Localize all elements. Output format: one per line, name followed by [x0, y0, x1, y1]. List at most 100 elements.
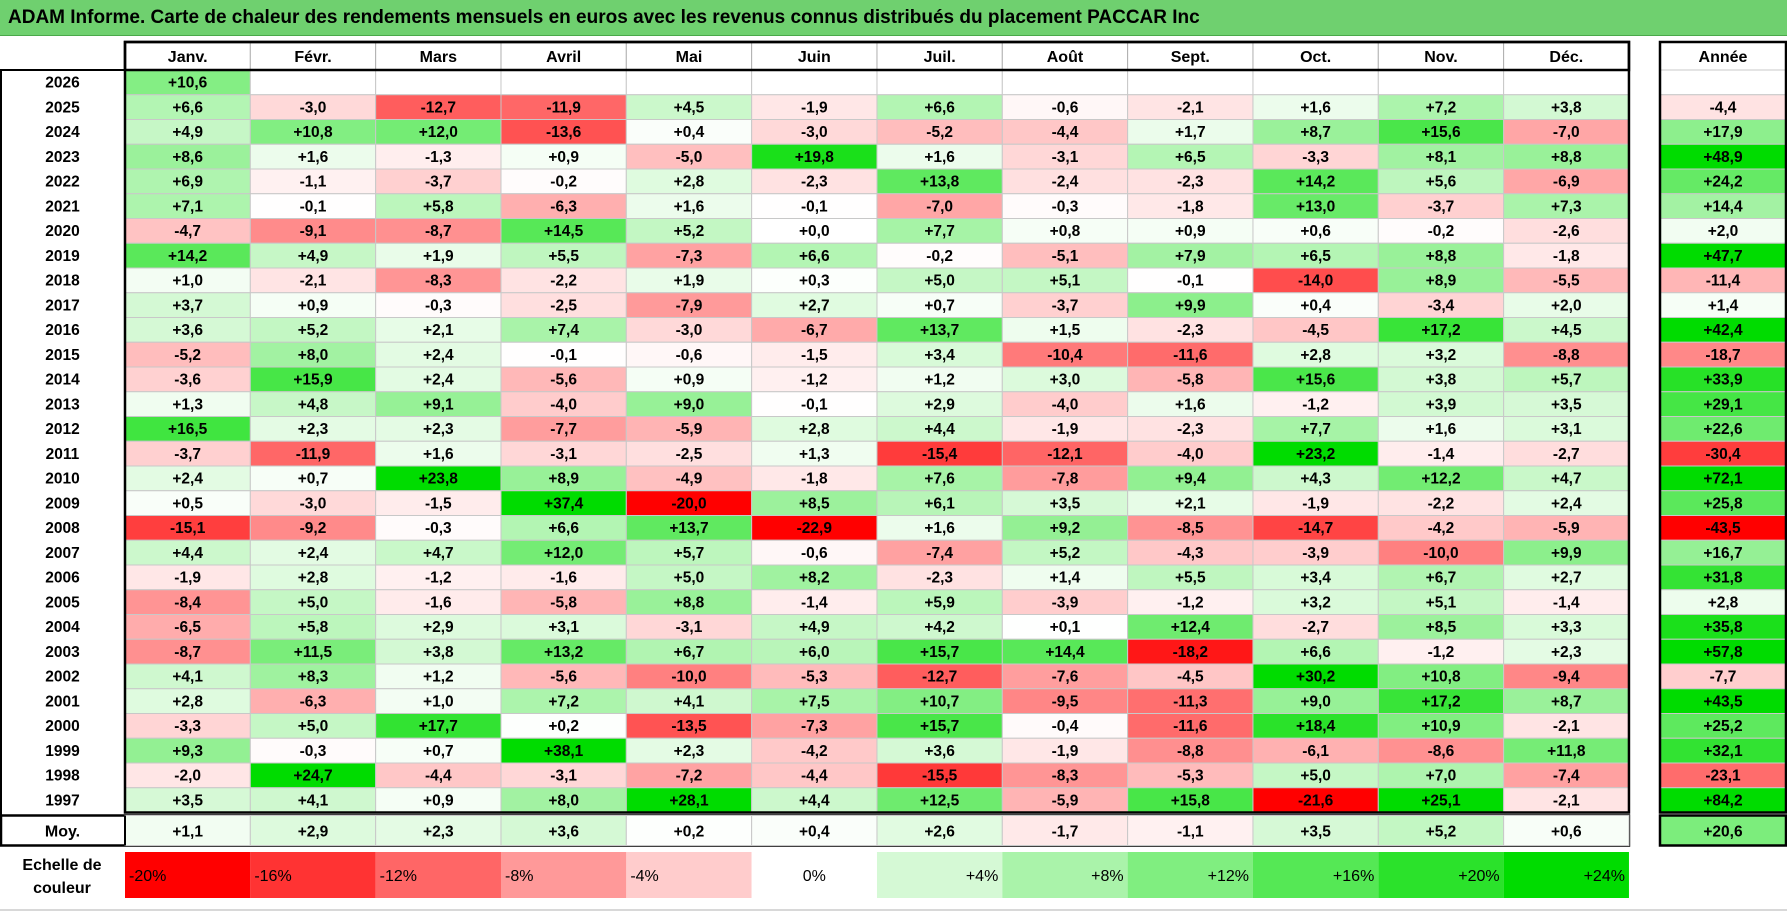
cell-value: +1,9	[674, 273, 705, 290]
cell-value: +3,1	[548, 619, 579, 636]
heatmap-cell	[1503, 589, 1630, 615]
cell-value: +1,0	[172, 273, 203, 290]
cell-value: +10,8	[1421, 669, 1461, 686]
cell-value: -9,5	[1052, 693, 1079, 710]
annual-cell	[1659, 663, 1787, 690]
cell-value: +2,4	[172, 471, 203, 488]
year-label: 2012	[45, 421, 79, 438]
cell-value: +3,8	[1551, 99, 1582, 116]
heatmap-cell	[375, 589, 502, 615]
cell-value: -22,9	[797, 520, 833, 537]
annual-value: +25,8	[1703, 495, 1743, 512]
cell-value: -1,9	[1052, 421, 1079, 438]
cell-value: +7,3	[1551, 198, 1582, 215]
heatmap-cell	[876, 143, 1003, 170]
heatmap-cell	[500, 94, 627, 120]
cell-value: -5,3	[801, 669, 828, 686]
heatmap-cell	[1252, 168, 1379, 195]
cell-value: +5,1	[1050, 273, 1081, 290]
cell-value: -0,6	[801, 545, 828, 562]
cell-value: -0,1	[1177, 273, 1204, 290]
heatmap-cell	[625, 539, 753, 566]
heatmap-cell	[876, 366, 1003, 393]
cell-value: -4,3	[1177, 545, 1204, 562]
cell-value: +1,2	[924, 372, 955, 389]
heatmap-cell	[1377, 218, 1505, 244]
cell-value: -2,3	[1177, 174, 1204, 191]
annual-cell	[1659, 69, 1787, 96]
cell-value: -0,3	[425, 297, 452, 314]
heatmap-cell	[1503, 168, 1630, 195]
heatmap-cell	[1001, 267, 1129, 294]
cell-value: +4,2	[924, 619, 955, 636]
heatmap-cell	[1001, 737, 1129, 764]
cell-value: +1,4	[1050, 570, 1081, 587]
scale-label-line1: Echelle de	[22, 857, 101, 874]
heatmap-cell	[625, 490, 753, 516]
heatmap-cell	[375, 193, 502, 219]
average-cell	[375, 815, 502, 846]
cell-value: -1,2	[801, 372, 828, 389]
annual-value: +24,2	[1703, 174, 1742, 191]
cell-value: +2,7	[1551, 570, 1582, 587]
heatmap-cell	[876, 69, 1003, 96]
cell-value: -0,1	[550, 347, 577, 364]
cell-value: -0,6	[676, 347, 703, 364]
cell-value: +4,5	[674, 99, 705, 116]
year-label: 2018	[45, 273, 80, 290]
cell-value: +6,7	[674, 644, 705, 661]
cell-value: -5,6	[550, 669, 577, 686]
cell-value: +0,8	[1050, 223, 1081, 240]
cell-value: +2,1	[423, 322, 454, 339]
cell-value: -1,2	[425, 570, 452, 587]
heatmap-cell	[249, 168, 377, 195]
heatmap-cell	[124, 341, 251, 368]
cell-value: -4,4	[1052, 124, 1079, 141]
average-cell	[500, 815, 627, 846]
cell-value: +1,6	[1300, 99, 1331, 116]
average-cell	[249, 815, 377, 846]
cell-value: +2,0	[1551, 297, 1582, 314]
heatmap-cell	[1127, 416, 1254, 442]
cell-value: -10,4	[1047, 347, 1083, 364]
annual-value: +29,1	[1703, 396, 1743, 413]
cell-value: +9,2	[1050, 520, 1081, 537]
heatmap-cell	[1252, 737, 1379, 764]
cell-value: -4,5	[1302, 322, 1329, 339]
scale-stop-label: +8%	[1091, 868, 1123, 885]
cell-value: +9,4	[1175, 471, 1206, 488]
cell-value: -12,7	[922, 669, 957, 686]
average-label: Moy.	[45, 824, 80, 841]
year-label: 2013	[45, 396, 80, 413]
cell-value: -3,7	[1052, 297, 1079, 314]
heatmap-cell	[375, 317, 502, 343]
annual-value: +17,9	[1703, 124, 1743, 141]
cell-value: -4,2	[1428, 520, 1455, 537]
heatmap-cell	[375, 341, 502, 368]
cell-value: -2,7	[1302, 619, 1329, 636]
heatmap-cell	[124, 168, 251, 195]
heatmap-cell	[876, 242, 1003, 269]
cell-value: -1,3	[425, 149, 452, 166]
heatmap-cell	[1377, 341, 1505, 368]
month-header: Août	[1047, 49, 1084, 66]
cell-value: -0,1	[801, 396, 828, 413]
cell-value: +7,5	[799, 693, 830, 710]
cell-value: +15,6	[1296, 372, 1336, 389]
heatmap-cell	[1001, 515, 1129, 541]
cell-value: +5,2	[674, 223, 705, 240]
month-header-cell	[1127, 41, 1254, 71]
cell-value: +3,4	[1300, 570, 1331, 587]
cell-value: -5,8	[550, 594, 577, 611]
cell-value: +2,3	[298, 421, 329, 438]
scale-swatch	[250, 852, 376, 898]
heatmap-cell	[1252, 787, 1379, 813]
cell-value: +8,5	[1426, 619, 1457, 636]
year-label: 2014	[45, 372, 80, 389]
heatmap-cell	[124, 317, 251, 343]
heatmap-cell	[625, 94, 753, 120]
year-label: 2026	[45, 75, 80, 92]
scale-swatch	[1002, 852, 1128, 898]
cell-value: +2,4	[423, 372, 454, 389]
